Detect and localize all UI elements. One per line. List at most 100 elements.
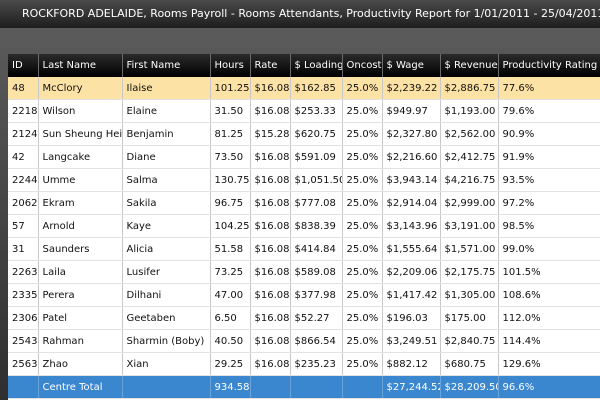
cell-last-name: Umme [38,168,123,192]
cell-revenue: $2,562.00 [440,122,499,146]
cell-productivity-rating: 112.0% [498,306,600,330]
cell-id: 2543 [8,329,39,353]
cell-hours: 101.25 [210,77,251,100]
cell-last-name: Perera [38,283,123,307]
cell-rate: $16.08 [250,99,291,123]
cell-loading: $620.75 [290,122,343,146]
cell-productivity-rating: 101.5% [498,260,600,284]
total-cell-rate [250,375,291,399]
report-frame: ID Last Name First Name Hours Rate $ Loading O… [0,28,600,400]
column-header-hours[interactable]: Hours [210,54,251,77]
cell-revenue: $4,216.75 [440,168,499,192]
cell-first-name: Salma [122,168,211,192]
cell-rate: $16.08 [250,306,291,330]
column-header-loading[interactable]: $ Loading [290,54,343,77]
column-header-rate[interactable]: Rate [250,54,291,77]
table-row[interactable]: 48 McClory Ilaise 101.25 $16.08 $162.85 25.0% $… [8,77,600,100]
cell-rate: $16.08 [250,237,291,261]
cell-wage: $3,249.51 [382,329,441,353]
table-row[interactable]: 42 Langcake Diane 73.50 $16.08 $591.09 25.0% $2… [8,145,600,169]
cell-productivity-rating: 77.6% [498,77,600,100]
cell-wage: $882.12 [382,352,441,376]
cell-first-name: Xian [122,352,211,376]
cell-oncost: 25.0% [342,329,383,353]
column-header-revenue[interactable]: $ Revenue [440,54,499,77]
table-row[interactable]: 2543 Rahman Sharmin (Boby) 40.50 $16.08 $866.… [8,329,600,353]
cell-first-name: Ilaise [122,77,211,100]
cell-id: 2244 [8,168,39,192]
cell-oncost: 25.0% [342,145,383,169]
column-header-last-name[interactable]: Last Name [38,54,123,77]
cell-last-name: Laila [38,260,123,284]
cell-loading: $589.08 [290,260,343,284]
cell-loading: $52.27 [290,306,343,330]
cell-loading: $253.33 [290,99,343,123]
column-header-first-name[interactable]: First Name [122,54,211,77]
cell-productivity-rating: 91.9% [498,145,600,169]
column-header-productivity-rating[interactable]: Productivity Rating [498,54,600,77]
cell-revenue: $1,193.00 [440,99,499,123]
cell-loading: $377.98 [290,283,343,307]
table-row[interactable]: 2335 Perera Dilhani 47.00 $16.08 $377.98 25.0%… [8,283,600,307]
cell-loading: $235.23 [290,352,343,376]
total-cell-last-name: Centre Total [38,375,123,399]
cell-productivity-rating: 129.6% [498,352,600,376]
cell-revenue: $2,412.75 [440,145,499,169]
table-row[interactable]: 2124 Sun Sheung Hei Benjamin 81.25 $15.28 $62… [8,122,600,146]
cell-id: 2218 [8,99,39,123]
total-cell-revenue: $28,209.50 [440,375,499,399]
total-cell-oncost [342,375,383,399]
cell-productivity-rating: 99.0% [498,237,600,261]
cell-hours: 73.25 [210,260,251,284]
cell-last-name: McClory [38,77,123,100]
report-table-container[interactable]: ID Last Name First Name Hours Rate $ Loading O… [8,54,600,400]
cell-loading: $591.09 [290,145,343,169]
table-row[interactable]: 2263 Laila Lusifer 73.25 $16.08 $589.08 25.0% $… [8,260,600,284]
column-header-oncost[interactable]: Oncost [342,54,383,77]
cell-revenue: $3,191.00 [440,214,499,238]
cell-revenue: $2,840.75 [440,329,499,353]
cell-first-name: Dilhani [122,283,211,307]
cell-rate: $16.08 [250,352,291,376]
table-row[interactable]: 57 Arnold Kaye 104.25 $16.08 $838.39 25.0% $3,1… [8,214,600,238]
cell-first-name: Lusifer [122,260,211,284]
table-row[interactable]: 2306 Patel Geetaben 6.50 $16.08 $52.27 25.0% $1… [8,306,600,330]
cell-rate: $16.08 [250,214,291,238]
cell-rate: $16.08 [250,168,291,192]
cell-wage: $949.97 [382,99,441,123]
cell-revenue: $2,886.75 [440,77,499,100]
cell-hours: 6.50 [210,306,251,330]
cell-first-name: Sakila [122,191,211,215]
cell-productivity-rating: 108.6% [498,283,600,307]
cell-loading: $866.54 [290,329,343,353]
cell-last-name: Arnold [38,214,123,238]
cell-id: 2335 [8,283,39,307]
cell-hours: 73.50 [210,145,251,169]
cell-loading: $162.85 [290,77,343,100]
table-row[interactable]: 2218 Wilson Elaine 31.50 $16.08 $253.33 25.0% $… [8,99,600,123]
cell-wage: $2,209.06 [382,260,441,284]
table-row[interactable]: 2244 Umme Salma 130.75 $16.08 $1,051.50 25.0% $… [8,168,600,192]
column-header-wage[interactable]: $ Wage [382,54,441,77]
total-cell-id [8,375,39,399]
total-cell-wage: $27,244.52 [382,375,441,399]
cell-hours: 130.75 [210,168,251,192]
cell-hours: 47.00 [210,283,251,307]
cell-wage: $2,327.80 [382,122,441,146]
cell-last-name: Saunders [38,237,123,261]
cell-oncost: 25.0% [342,283,383,307]
cell-oncost: 25.0% [342,214,383,238]
cell-last-name: Ekram [38,191,123,215]
cell-rate: $15.28 [250,122,291,146]
window-title: ROCKFORD ADELAIDE, Rooms Payroll - Rooms… [0,0,600,28]
cell-loading: $1,051.50 [290,168,343,192]
cell-productivity-rating: 90.9% [498,122,600,146]
cell-wage: $1,555.64 [382,237,441,261]
cell-last-name: Rahman [38,329,123,353]
table-row[interactable]: 31 Saunders Alicia 51.58 $16.08 $414.84 25.0% $… [8,237,600,261]
table-row[interactable]: 2563 Zhao Xian 29.25 $16.08 $235.23 25.0% $882.… [8,352,600,376]
column-header-id[interactable]: ID [8,54,39,77]
table-row[interactable]: 2062 Ekram Sakila 96.75 $16.08 $777.08 25.0% $2… [8,191,600,215]
cell-first-name: Alicia [122,237,211,261]
cell-loading: $414.84 [290,237,343,261]
